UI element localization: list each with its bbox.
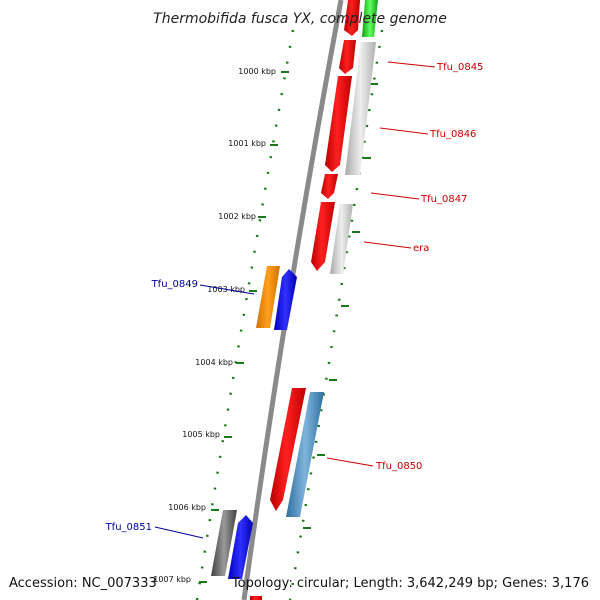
- gene-feature[interactable]: [228, 515, 253, 579]
- gene-label-tfu-0849[interactable]: Tfu_0849: [151, 279, 198, 290]
- gene-feature[interactable]: [330, 204, 353, 274]
- leader-line: [387, 61, 436, 68]
- gene-feature[interactable]: [311, 202, 335, 271]
- leader-line: [363, 241, 412, 249]
- gene-feature[interactable]: [344, 0, 360, 36]
- gene-label-tfu-0846[interactable]: Tfu_0846: [429, 129, 476, 140]
- tick-label: 1006 kbp: [168, 503, 206, 512]
- gene-label-era[interactable]: era: [413, 243, 429, 254]
- leader-line: [199, 284, 255, 295]
- tick-label: 1002 kbp: [218, 212, 256, 221]
- tick-label: 1001 kbp: [228, 139, 266, 148]
- leader-line: [154, 526, 204, 539]
- tick-label: 1004 kbp: [195, 358, 233, 367]
- forward-genes: [250, 0, 378, 600]
- leader-line: [326, 457, 374, 467]
- gene-feature[interactable]: [345, 42, 376, 175]
- gene-label-tfu-0847[interactable]: Tfu_0847: [420, 194, 467, 205]
- leader-line: [370, 192, 420, 200]
- map-title: Thermobifida fusca YX, complete genome: [153, 11, 447, 27]
- gene-label-tfu-0850[interactable]: Tfu_0850: [375, 461, 422, 472]
- genome-summary-text: Topology: circular; Length: 3,642,249 bp…: [231, 576, 589, 591]
- gene-feature[interactable]: [250, 596, 262, 600]
- tick-label: 1000 kbp: [238, 67, 276, 76]
- label-leaders: [154, 61, 436, 539]
- reverse-genes: [211, 266, 297, 579]
- tick-label: 1005 kbp: [182, 430, 220, 439]
- gene-feature[interactable]: [286, 392, 324, 517]
- gene-label-tfu-0845[interactable]: Tfu_0845: [436, 62, 483, 73]
- scale-ticks: [199, 71, 378, 583]
- gene-feature[interactable]: [362, 0, 378, 37]
- gene-feature[interactable]: [325, 76, 352, 172]
- gene-feature[interactable]: [256, 266, 280, 328]
- gene-feature[interactable]: [270, 388, 306, 511]
- tick-label: 1007 kbp: [153, 575, 191, 584]
- gene-labels: Tfu_0845 Tfu_0846 Tfu_0847 era Tfu_0849 …: [105, 62, 484, 533]
- gene-feature[interactable]: [274, 269, 297, 330]
- gene-feature[interactable]: [211, 510, 237, 576]
- leader-line: [379, 127, 429, 135]
- gene-label-tfu-0851[interactable]: Tfu_0851: [105, 522, 152, 533]
- gene-feature[interactable]: [321, 174, 338, 199]
- gene-feature[interactable]: [339, 40, 356, 74]
- accession-text: Accession: NC_007333: [9, 576, 157, 591]
